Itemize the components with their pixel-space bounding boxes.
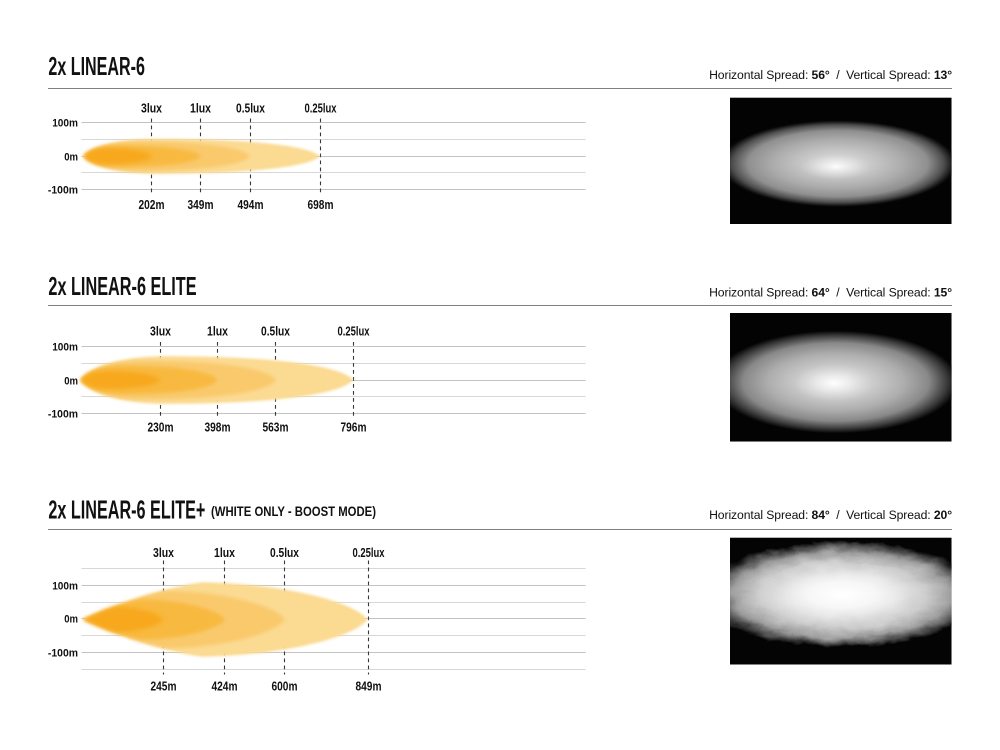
svg-text:230m: 230m (148, 421, 174, 435)
svg-text:3lux: 3lux (153, 546, 174, 560)
svg-text:Horizontal Spread: 84° / Ver: Horizontal Spread: 84° / Vertical Spread… (709, 508, 952, 522)
svg-text:0.5lux: 0.5lux (270, 546, 299, 560)
svg-text:0m: 0m (64, 613, 78, 625)
svg-text:2x LINEAR-6 ELITE+: 2x LINEAR-6 ELITE+ (48, 495, 205, 525)
svg-text:0m: 0m (64, 375, 78, 387)
svg-text:698m: 698m (308, 198, 334, 212)
svg-text:Horizontal Spread: 64° / Ver: Horizontal Spread: 64° / Vertical Spread… (709, 286, 952, 300)
svg-text:3lux: 3lux (150, 325, 171, 339)
svg-text:0m: 0m (64, 151, 78, 163)
svg-text:100m: 100m (52, 341, 78, 353)
svg-text:2x LINEAR-6 ELITE: 2x LINEAR-6 ELITE (48, 271, 196, 301)
svg-text:-100m: -100m (48, 184, 78, 196)
svg-text:-100m: -100m (48, 408, 78, 420)
svg-text:2x LINEAR-6: 2x LINEAR-6 (48, 51, 144, 81)
svg-text:3lux: 3lux (141, 102, 162, 116)
svg-text:Horizontal Spread: 56° / Ver: Horizontal Spread: 56° / Vertical Spread… (709, 68, 952, 82)
svg-text:245m: 245m (151, 680, 177, 694)
svg-text:796m: 796m (341, 421, 367, 435)
svg-text:563m: 563m (263, 421, 289, 435)
svg-text:0.25lux: 0.25lux (305, 102, 337, 116)
svg-text:349m: 349m (188, 198, 214, 212)
svg-text:600m: 600m (272, 680, 298, 694)
svg-text:0.25lux: 0.25lux (338, 325, 370, 339)
svg-text:0.5lux: 0.5lux (261, 325, 290, 339)
svg-text:0.25lux: 0.25lux (353, 546, 385, 560)
svg-text:100m: 100m (52, 117, 78, 129)
svg-text:202m: 202m (139, 198, 165, 212)
svg-text:398m: 398m (205, 421, 231, 435)
svg-text:(WHITE ONLY - BOOST MODE): (WHITE ONLY - BOOST MODE) (211, 504, 376, 519)
svg-text:494m: 494m (238, 198, 264, 212)
svg-text:0.5lux: 0.5lux (236, 102, 265, 116)
svg-text:849m: 849m (356, 680, 382, 694)
svg-text:1lux: 1lux (214, 546, 235, 560)
svg-text:1lux: 1lux (190, 102, 211, 116)
svg-text:424m: 424m (212, 680, 238, 694)
svg-text:100m: 100m (52, 580, 78, 592)
svg-text:1lux: 1lux (207, 325, 228, 339)
svg-text:-100m: -100m (48, 647, 78, 659)
